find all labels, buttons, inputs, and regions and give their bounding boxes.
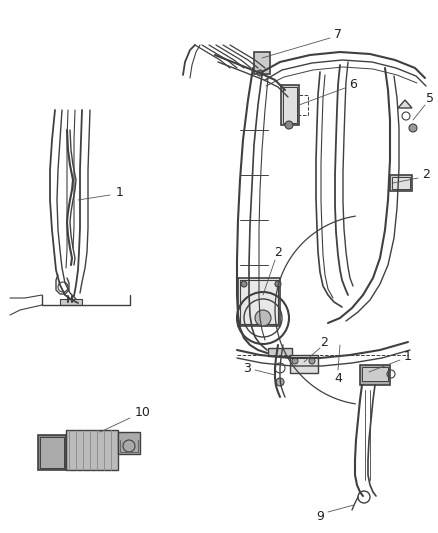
Text: 7: 7 xyxy=(334,28,342,42)
Text: 2: 2 xyxy=(422,168,430,182)
Bar xyxy=(118,432,140,454)
Bar xyxy=(362,367,388,381)
Circle shape xyxy=(409,124,417,132)
Bar xyxy=(290,355,318,373)
Bar xyxy=(283,87,297,123)
Bar xyxy=(38,435,66,470)
Circle shape xyxy=(241,281,247,287)
Bar xyxy=(360,365,390,385)
Bar xyxy=(254,52,270,74)
Text: 9: 9 xyxy=(316,510,324,522)
Text: 5: 5 xyxy=(426,92,434,104)
Text: 2: 2 xyxy=(320,336,328,350)
Bar xyxy=(392,177,410,189)
Circle shape xyxy=(257,70,263,76)
Text: 10: 10 xyxy=(135,407,151,419)
Bar xyxy=(390,175,412,191)
Text: 6: 6 xyxy=(349,78,357,92)
Bar xyxy=(40,437,64,468)
Circle shape xyxy=(255,310,271,326)
Bar xyxy=(240,280,278,324)
Bar xyxy=(66,430,118,470)
Text: 2: 2 xyxy=(274,246,282,260)
Polygon shape xyxy=(398,100,412,108)
Circle shape xyxy=(309,358,315,364)
Text: 1: 1 xyxy=(116,187,124,199)
Bar xyxy=(268,348,292,356)
Circle shape xyxy=(292,358,298,364)
Bar xyxy=(60,299,82,305)
Circle shape xyxy=(285,121,293,129)
Text: 3: 3 xyxy=(243,361,251,375)
Circle shape xyxy=(275,281,281,287)
Bar xyxy=(238,278,280,326)
Text: 4: 4 xyxy=(334,372,342,384)
Circle shape xyxy=(276,378,284,386)
Text: 1: 1 xyxy=(404,350,412,362)
Bar xyxy=(281,85,299,125)
